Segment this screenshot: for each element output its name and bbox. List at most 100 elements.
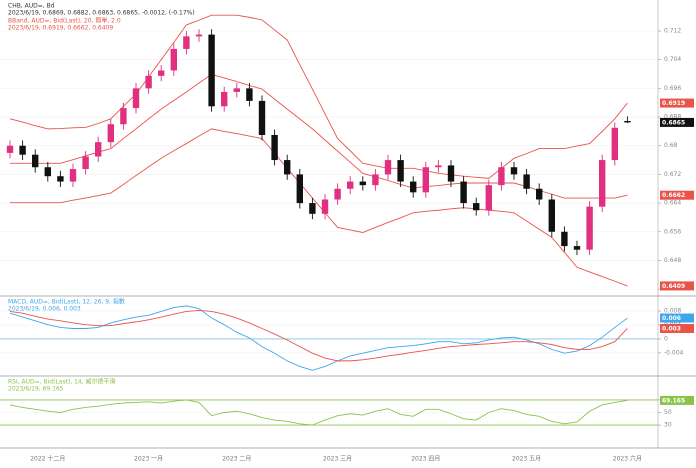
last-value-tag-box [660, 313, 694, 323]
candle-body [573, 246, 581, 250]
candle-body [309, 203, 316, 214]
candle-body [6, 145, 14, 153]
candle-body [107, 124, 114, 143]
candle-body [347, 181, 354, 189]
candle-body [397, 160, 404, 182]
last-value-tag: 0.6919 [662, 100, 685, 107]
y-tick-label: 0.648 [664, 257, 681, 264]
candle-body [221, 91, 228, 107]
x-tick-label: 2023 一月 [134, 456, 163, 463]
y-tick-label: 50 [664, 409, 672, 416]
candle-body [447, 165, 455, 182]
last-value-tag: 0.6409 [662, 283, 685, 290]
x-tick-label: 2023 三月 [323, 456, 352, 463]
chart-title: MACD, AUD=, Bid(Last), 12, 26, 9, 指數 [8, 298, 125, 306]
candle-body [460, 181, 467, 204]
y-tick-label: 0.008 [664, 308, 681, 315]
candle-body [384, 160, 392, 175]
candle-body [359, 181, 366, 186]
candle-body [19, 145, 26, 155]
candle-body [321, 199, 329, 214]
y-tick-label: 0.672 [664, 171, 681, 178]
last-value-tag-box [660, 117, 694, 127]
candle-body [57, 176, 64, 182]
candle-body [69, 169, 77, 182]
candle-body [422, 167, 429, 193]
last-value-tag-box [660, 98, 694, 108]
candle-body [95, 142, 102, 157]
candle-body [158, 70, 165, 76]
candle-body [410, 181, 417, 193]
x-tick-label: 2022 十二月 [30, 455, 65, 463]
candle-body [271, 134, 278, 161]
candle-body [510, 167, 518, 175]
candle-body [208, 34, 215, 107]
last-value-tag: 0.6865 [662, 119, 685, 126]
y-tick-label: 0.704 [664, 56, 681, 63]
candle-body [44, 167, 51, 177]
y-tick-label: 0.712 [664, 28, 681, 35]
overlay-title: BBand, AUD=, Bid(Last), 20, 簡單, 2.0 [8, 17, 121, 25]
candle-body [523, 174, 530, 189]
last-value-tag-box [660, 281, 694, 291]
candle-body [435, 165, 442, 168]
candle-body [120, 108, 127, 125]
last-value-tag-box [660, 190, 694, 200]
candle-body [233, 88, 240, 92]
candle-body [145, 75, 152, 89]
candle-body [284, 160, 291, 175]
candle-body [258, 100, 266, 135]
y-tick-label: 0.688 [664, 114, 681, 121]
indicator-line [9, 399, 628, 426]
chart-title: CHB, AUD=, Bd [8, 3, 55, 10]
indicator-line [9, 305, 628, 371]
candle-body [170, 48, 177, 71]
candle-body [296, 174, 303, 204]
candle-body [372, 174, 379, 186]
candle-body [246, 88, 253, 101]
candle-body [611, 127, 618, 161]
y-tick-label: 0 [664, 335, 668, 342]
x-tick-label: 2023 六月 [613, 455, 642, 463]
y-tick-label: 30 [664, 422, 672, 429]
y-tick-label: 0.68 [664, 142, 678, 149]
candle-body [32, 154, 39, 168]
candle-body [599, 160, 606, 207]
x-tick-label: 2023 四月 [411, 456, 440, 463]
candle-body [132, 88, 140, 109]
candle-body [195, 34, 203, 37]
y-tick-label: 0.664 [664, 200, 681, 207]
candle-body [548, 199, 555, 232]
x-tick-label: 2023 二月 [222, 456, 251, 463]
y-tick-label: 0.696 [664, 85, 681, 92]
indicator-line [9, 309, 628, 362]
chart-subtitle: 2023/6/19, 69.165 [8, 386, 64, 393]
x-tick-label: 2023 五月 [512, 456, 541, 463]
overlay-subtitle: 2023/6/19, 0.6919, 0.6662, 0.6409 [8, 25, 113, 32]
last-value-tag: 69.165 [662, 397, 685, 404]
last-value-tag: 0.006 [662, 315, 681, 322]
candle-body [498, 167, 505, 186]
last-value-tag-box [660, 395, 694, 405]
bollinger-band [10, 128, 628, 287]
y-tick-label: -0.004 [664, 349, 684, 356]
chart-title: RSI, AUD=, Bid(Last), 14, 威尔德平滑 [8, 378, 116, 386]
candle-body [561, 231, 568, 247]
last-value-tag-box [660, 323, 694, 333]
bollinger-band [9, 14, 628, 179]
candle-body [624, 120, 631, 123]
candle-body [473, 203, 480, 211]
candle-body [536, 188, 543, 200]
candle-body [183, 36, 190, 49]
y-tick-label: 0.656 [664, 228, 681, 235]
candle-body [334, 188, 341, 200]
chart-subtitle: 2023/6/19, 0.6869, 0.6882, 0.6863, 0.686… [8, 10, 195, 17]
candle-body [586, 206, 593, 250]
last-value-tag: 0.003 [662, 325, 681, 332]
chart-subtitle: 2023/6/19, 0.006, 0.003 [8, 306, 81, 313]
candle-body [82, 156, 89, 170]
last-value-tag: 0.6662 [662, 192, 685, 199]
